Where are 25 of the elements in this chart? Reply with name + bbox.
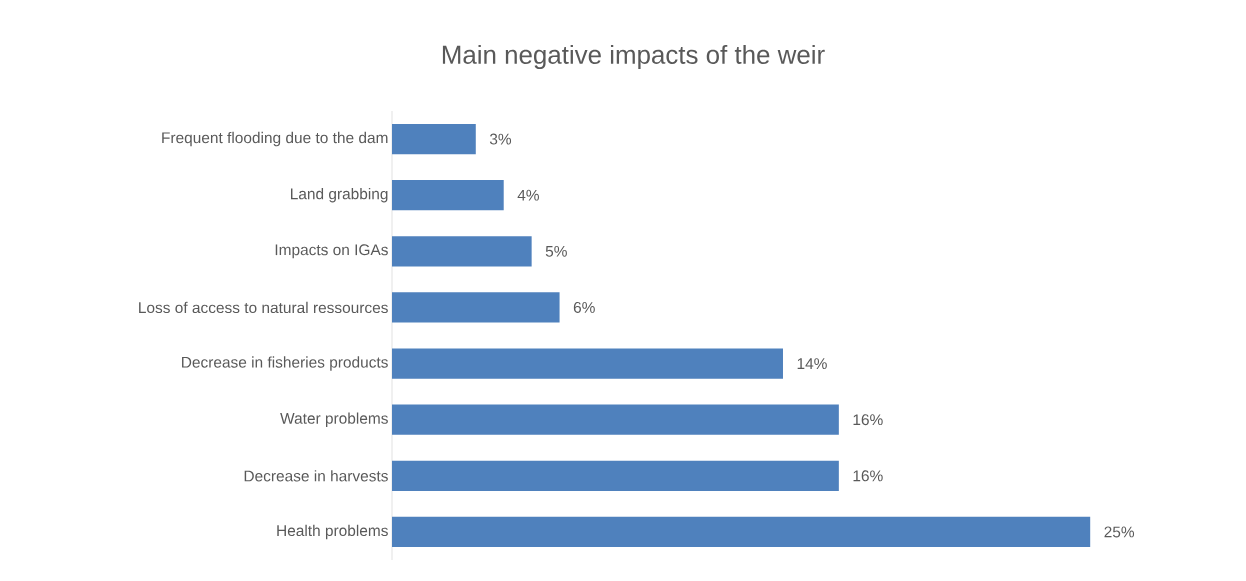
y-tick-label: Water problems [280,412,388,427]
y-tick-label: Frequent flooding due to the dam [162,131,388,147]
y-tick-label: Loss of access to natural ressources [139,301,388,314]
data-label: 5% [545,245,567,257]
data-label: 16% [853,470,883,482]
bar [392,348,783,379]
y-tick-label: Impacts on IGAs [275,244,388,259]
y-tick-label: Decrease in harvests [244,470,388,482]
y-tick-label: Health problems [277,524,388,540]
data-label: 14% [797,358,827,369]
chart-title: Main negative impacts of the weir [442,44,825,70]
data-label: 3% [489,133,512,145]
data-label: 4% [517,189,539,201]
bar [392,180,504,211]
bar [392,460,839,491]
bar [392,236,532,267]
data-label: 6% [573,301,595,313]
data-label: 25% [1104,526,1135,538]
bar [392,123,476,155]
bar [392,292,560,323]
bar [392,404,839,435]
y-tick-label: Land grabbing [291,187,388,203]
y-tick-label: Decrease in fisheries products [182,356,388,371]
data-label: 16% [853,414,883,426]
bar [392,516,1091,548]
